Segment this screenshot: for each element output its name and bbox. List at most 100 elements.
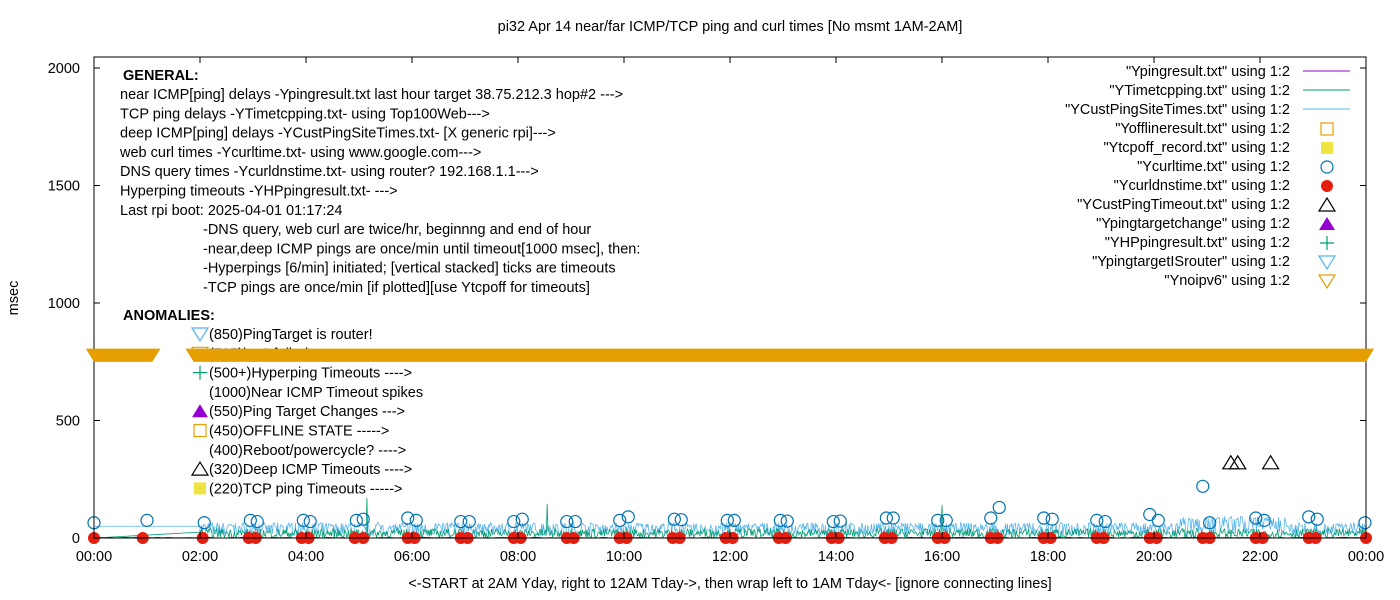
legend-label: "Ynoipv6" using 1:2 [1164,273,1290,289]
anomaly-marker [190,460,210,476]
x-tick-label: 14:00 [818,549,854,565]
series-ynoipv6-overlay [185,348,1374,362]
series-ycustpingtimeout-point [1261,454,1280,470]
series-ycurltime-point [140,513,154,527]
series-ycurltime-point [1196,479,1210,493]
anomaly-label: (1000)Near ICMP Timeout spikes [209,385,423,401]
anomaly-label: (400)Reboot/powercycle? ----> [209,443,406,459]
series-ycurltime-point [931,513,945,527]
series-ycurltime-point [1358,516,1372,530]
series-ycurltime-point [507,514,521,529]
series-ycurltime-point [886,511,900,525]
series-ycurltime-point [462,514,476,529]
legend-label: "Ypingresult.txt" using 1:2 [1126,64,1290,80]
legend-marker [1317,255,1337,271]
anomaly-label: (550)Ping Target Changes ---> [209,404,405,420]
anomaly-marker [193,365,207,380]
y-tick-label: 2000 [48,61,80,77]
series-ycurltime-point [674,513,688,527]
y-tick-label: 1500 [48,179,80,195]
legend-marker [1320,236,1334,250]
legend-label: "YCustPingSiteTimes.txt" using 1:2 [1065,102,1290,118]
anomaly-marker [194,482,206,495]
legend-label: "YpingtargetISrouter" using 1:2 [1092,254,1290,270]
anomaly-label: (220)TCP ping Timeouts -----> [209,481,403,497]
series-ycurltime-point [409,513,423,527]
x-tick-label: 20:00 [1136,549,1172,565]
series-ycurltime-point [939,513,953,527]
series-ycurltime-point [992,500,1006,515]
x-tick-label: 18:00 [1030,549,1066,565]
legend-label: "Yofflineresult.txt" using 1:2 [1115,121,1290,137]
series-ycurltime-point [296,513,310,527]
note-line: -TCP pings are once/min [if plotted][use… [203,280,590,296]
annotations: GENERAL: near ICMP[ping] delays -Ypingres… [86,68,1374,497]
legend-marker [1317,274,1337,290]
general-line: Last rpi boot: 2025-04-01 01:17:24 [120,203,343,219]
series-ycurltime-point [349,513,363,527]
anomaly-label: (450)OFFLINE STATE -----> [209,424,389,440]
series-ycurltime-point [250,514,264,529]
series-ycurltime-point [1045,512,1059,526]
general-line: deep ICMP[ping] delays -YCustPingSiteTim… [120,126,556,142]
anomaly-label: (320)Deep ICMP Timeouts ----> [209,462,412,478]
series-ycurltime-point [401,511,415,525]
x-tick-label: 00:00 [1348,549,1384,565]
x-tick-label: 00:00 [76,549,112,565]
general-line: web curl times -Ycurltime.txt- using www… [119,145,481,161]
series-ynoipv6-overlay [86,348,161,362]
legend: "Ypingresult.txt" using 1:2 "YTimetcpping… [1065,64,1350,290]
series-ycurltime-point [780,514,794,528]
chart-title: pi32 Apr 14 near/far ICMP/TCP ping and c… [498,19,963,35]
series-ycurltime-point [826,514,840,529]
x-tick-label: 08:00 [500,549,536,565]
legend-label: "Ycurltime.txt" using 1:2 [1137,159,1290,175]
general-line: Hyperping timeouts -YHPpingresult.txt- -… [120,184,398,200]
series-ycurltime-point [243,513,257,527]
x-tick-label: 04:00 [288,549,324,565]
series-ycurltime-point [560,514,574,529]
axis-ticks: 00:00 02:00 04:00 06:00 08:00 10:00 12:00 14:00… [48,57,1384,565]
anomalies-header: ANOMALIES: [123,308,215,324]
series-ycurltime-point [197,516,211,530]
anomaly-label: (500+)Hyperping Timeouts ----> [209,366,412,382]
series-ycurltime-point [356,512,370,526]
y-tick-label: 0 [72,531,80,547]
x-tick-label: 06:00 [394,549,430,565]
series-ycurltime-point [1249,511,1263,525]
legend-label: "Ycurldnstime.txt" using 1:2 [1114,178,1290,194]
note-line: -near,deep ICMP pings are once/min until… [203,241,640,257]
legend-label: "Ytcpoff_record.txt" using 1:2 [1103,140,1290,156]
series-ycurltime-point [727,513,741,527]
x-tick-label: 10:00 [606,549,642,565]
legend-label: "YHPpingresult.txt" using 1:2 [1105,235,1290,251]
series-ycurltime-point [1203,516,1217,530]
anomaly-label: (850)PingTarget is router! [209,327,373,343]
legend-marker [1321,180,1333,192]
series-ycurltime-point [833,514,847,528]
y-axis-label: msec [6,281,22,316]
series-ycurltime-point [720,513,734,527]
legend-label: "Ypingtargetchange" using 1:2 [1096,216,1290,232]
legend-marker [1321,142,1333,154]
series-ycustpingtimeout-point [1228,454,1247,470]
series-ycurltime-point [773,513,787,527]
series-ycurltime-point [1090,513,1104,527]
series-ycurltime-point [1302,510,1316,524]
note-line: -Hyperpings [6/min] initiated; [vertical… [203,261,616,277]
anomaly-marker [190,327,210,343]
general-line: DNS query times -Ycurldnstime.txt- using… [120,164,539,180]
series-ycurltime-point [621,510,635,524]
series-ycurltime-point [1310,512,1324,526]
series-ycurltime-point [1257,513,1271,527]
series-ycurltime-point [1151,513,1165,527]
series-ycurltime-point [515,512,529,526]
general-line: TCP ping delays -YTimetcpping.txt- using… [120,106,490,122]
general-line: near ICMP[ping] delays -Ypingresult.txt … [120,87,623,103]
legend-marker [1320,122,1334,136]
legend-marker [1320,160,1334,174]
series-ycurltime-point [303,514,317,529]
y-tick-label: 500 [56,414,80,430]
legend-label: "YTimetcpping.txt" using 1:2 [1109,83,1290,99]
